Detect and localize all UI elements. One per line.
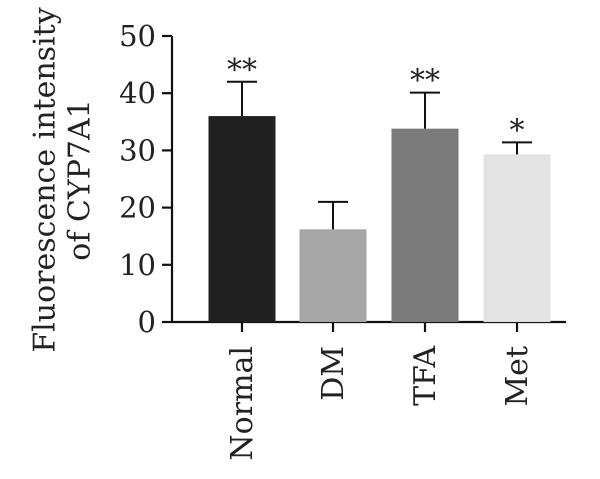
y-axis-title-line: of CYP7A1 bbox=[63, 99, 98, 260]
bars bbox=[208, 116, 551, 322]
error-bars bbox=[227, 80, 532, 230]
x-tick-label-tfa: TFA bbox=[408, 346, 443, 406]
y-tick-label: 20 bbox=[119, 191, 156, 225]
y-tick-label: 40 bbox=[119, 76, 156, 110]
bar-tfa bbox=[391, 128, 459, 322]
y-tick-label: 30 bbox=[119, 133, 156, 167]
x-axis bbox=[172, 320, 566, 332]
category-labels: Normal DM TFA Met bbox=[225, 346, 535, 461]
x-tick-label-normal: Normal bbox=[225, 346, 260, 461]
significance-normal: ** bbox=[227, 53, 257, 88]
y-tick-label: 10 bbox=[119, 248, 156, 282]
y-axis-label: Fluorescence intensity of CYP7A1 bbox=[28, 7, 98, 352]
bar-met bbox=[483, 154, 551, 322]
significance-markers: ** *** bbox=[227, 53, 525, 149]
x-tick-label-met: Met bbox=[500, 346, 535, 407]
bar-normal bbox=[208, 116, 276, 322]
significance-tfa: ** bbox=[410, 64, 440, 99]
y-tick-label: 50 bbox=[119, 19, 156, 53]
y-tick-label: 0 bbox=[138, 305, 156, 339]
x-tick-label-dm: DM bbox=[316, 346, 351, 401]
significance-met: * bbox=[510, 113, 525, 148]
y-axis-title-line: Fluorescence intensity bbox=[28, 7, 63, 352]
bar-dm bbox=[299, 229, 367, 322]
y-axis: 0 10 20 30 40 50 bbox=[119, 19, 174, 339]
